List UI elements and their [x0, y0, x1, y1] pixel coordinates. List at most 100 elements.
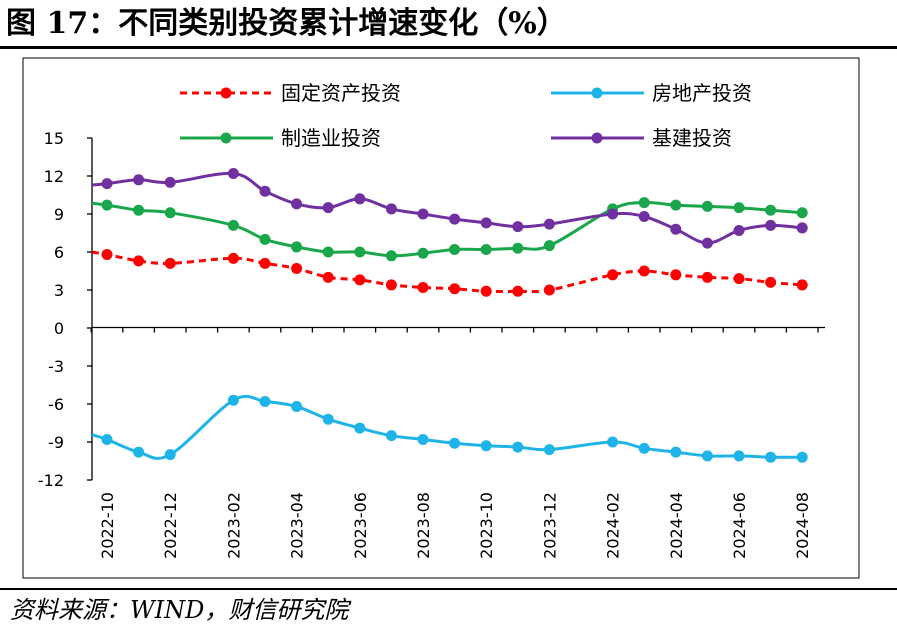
y-tick-label: 6 [54, 243, 64, 262]
data-point [701, 200, 713, 212]
x-tick-label: 2023-10 [477, 492, 496, 559]
data-point [385, 430, 397, 442]
legend-label: 房地产投资 [652, 81, 752, 105]
data-point [354, 246, 366, 258]
data-point [259, 395, 271, 407]
y-tick-label: -6 [48, 395, 64, 414]
data-point [796, 222, 808, 234]
data-point [670, 223, 682, 235]
series-line [91, 171, 803, 245]
data-point [543, 284, 555, 296]
legend-label: 基建投资 [652, 126, 732, 150]
y-tick-label: 15 [44, 129, 64, 148]
data-point [322, 202, 334, 214]
data-point [227, 252, 239, 264]
data-point [322, 246, 334, 258]
x-tick-label: 2023-04 [288, 492, 307, 559]
data-point [607, 208, 619, 220]
y-tick-label: -3 [48, 357, 64, 376]
data-point [227, 394, 239, 406]
data-point [417, 247, 429, 259]
title-rule [0, 46, 897, 49]
data-point [259, 185, 271, 197]
data-point [733, 273, 745, 285]
x-axis: 2022-10 2022-12 2023-02 2023-04 2023-06 2023-… [90, 326, 825, 559]
data-point [733, 450, 745, 462]
data-point [449, 213, 461, 225]
data-point [291, 198, 303, 210]
data-point [607, 436, 619, 448]
data-point [512, 441, 524, 453]
data-point [417, 208, 429, 220]
data-point [796, 207, 808, 219]
data-point [133, 204, 145, 216]
y-axis: 15 12 9 6 3 0 -3 -6 -9 -12 [38, 129, 93, 490]
data-point [291, 241, 303, 253]
data-point [291, 401, 303, 413]
data-point [733, 224, 745, 236]
data-point [638, 211, 650, 223]
data-point [227, 219, 239, 231]
data-point [227, 167, 239, 179]
data-point [449, 283, 461, 295]
data-point [765, 276, 777, 288]
data-point [607, 269, 619, 281]
data-point [512, 285, 524, 297]
data-point [164, 449, 176, 461]
data-point [701, 271, 713, 283]
data-point [133, 174, 145, 186]
data-point [670, 269, 682, 281]
data-point [765, 204, 777, 216]
data-point [164, 257, 176, 269]
data-point [133, 255, 145, 267]
x-tick-label: 2024-08 [793, 492, 812, 559]
data-point [765, 451, 777, 463]
series-line [91, 250, 803, 294]
data-point [449, 243, 461, 255]
y-tick-label: -9 [48, 433, 64, 452]
y-tick-label: -12 [38, 471, 64, 490]
data-point [385, 250, 397, 262]
series-line [91, 201, 803, 258]
x-tick-label: 2024-02 [604, 492, 623, 559]
data-point [164, 176, 176, 188]
y-tick-label: 12 [44, 167, 64, 186]
data-point [638, 442, 650, 454]
data-point [259, 233, 271, 245]
series-line [91, 394, 803, 460]
data-point [512, 221, 524, 233]
chart-frame [22, 57, 860, 579]
data-point [354, 193, 366, 205]
data-point [638, 197, 650, 209]
data-point [701, 450, 713, 462]
data-point [670, 199, 682, 211]
y-tick-label: 3 [54, 281, 64, 300]
data-point [322, 413, 334, 425]
legend-label: 固定资产投资 [281, 81, 401, 105]
x-tick-label: 2022-10 [98, 492, 117, 559]
data-point [354, 422, 366, 434]
x-tick-label: 2024-04 [667, 492, 686, 559]
x-tick-label: 2023-12 [540, 492, 559, 559]
data-point [796, 451, 808, 463]
data-point [449, 437, 461, 449]
data-point [322, 271, 334, 283]
legend-marker [591, 87, 603, 99]
data-point [480, 440, 492, 452]
data-point [543, 444, 555, 456]
x-tick-label: 2023-06 [351, 492, 370, 559]
data-point [291, 262, 303, 274]
source-note: 资料来源：WIND，财信研究院 [10, 596, 349, 624]
data-point [164, 207, 176, 219]
source-rule [0, 588, 897, 590]
data-point [417, 433, 429, 445]
data-point [701, 237, 713, 249]
data-point [101, 199, 113, 211]
data-point [259, 257, 271, 269]
data-point [480, 217, 492, 229]
x-tick-label: 2023-02 [224, 492, 243, 559]
x-tick-label: 2022-12 [161, 492, 180, 559]
data-point [796, 279, 808, 291]
